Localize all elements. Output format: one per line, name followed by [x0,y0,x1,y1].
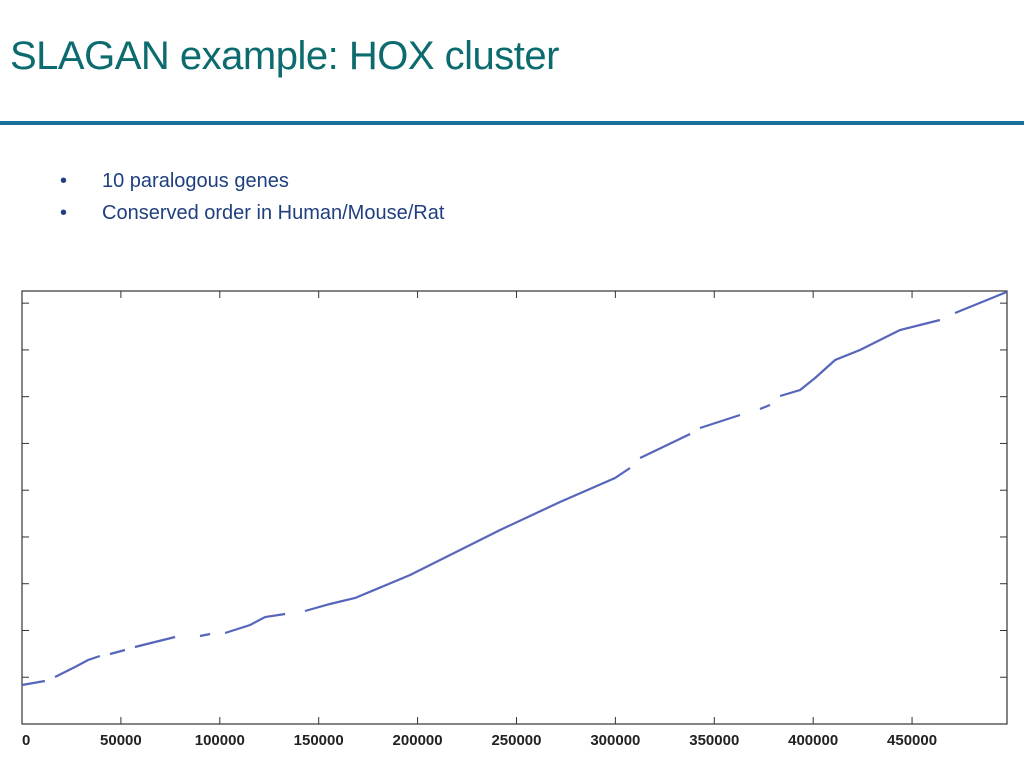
slide-title: SLAGAN example: HOX cluster [10,34,559,78]
title-rule [0,121,1024,125]
plot-frame [21,290,1008,725]
x-tick-label: 400000 [788,732,838,749]
x-tick-label: 50000 [100,732,142,749]
x-tick-label: 300000 [590,732,640,749]
x-tick-label: 350000 [689,732,739,749]
bullet-text: Conserved order in Human/Mouse/Rat [102,202,445,224]
x-tick-label: 150000 [294,732,344,749]
x-tick-label: 450000 [887,732,937,749]
bullet: • 10 paralogous genes [60,170,289,192]
x-tick-label: 0 [22,732,30,749]
x-tick-label: 100000 [195,732,245,749]
x-tick-label: 200000 [393,732,443,749]
bullet: • Conserved order in Human/Mouse/Rat [60,202,445,224]
alignment-line [21,290,1008,687]
x-tick-label: 250000 [491,732,541,749]
bullet-list: • 10 paralogous genes • Conserved order in… [60,170,444,234]
bullet-text: 10 paralogous genes [102,170,289,192]
